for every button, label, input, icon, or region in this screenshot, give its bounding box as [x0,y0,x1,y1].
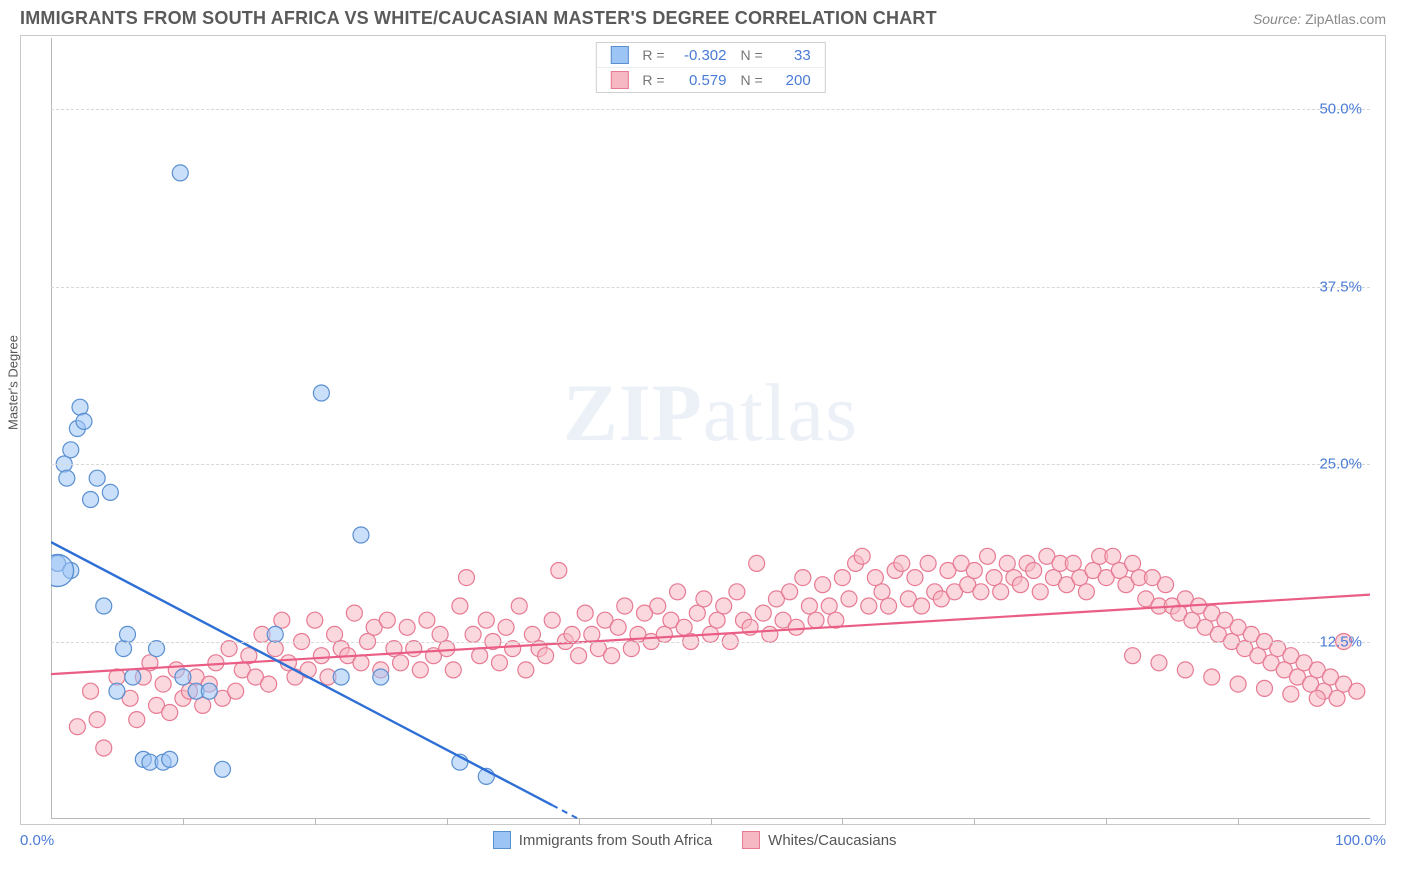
plot-area: ZIPatlas R = -0.302 N = 33 R = 0.579 N =… [51,38,1370,819]
source: Source: ZipAtlas.com [1253,11,1386,27]
series-b-name: Whites/Caucasians [768,832,896,849]
series-legend: Immigrants from South Africa Whites/Cauc… [493,831,897,849]
legend-row-b: R = 0.579 N = 200 [596,67,824,92]
n-value-a: 33 [773,47,811,64]
legend-row-a: R = -0.302 N = 33 [596,43,824,67]
watermark: ZIPatlas [563,366,858,460]
r-value-b: 0.579 [675,72,727,89]
n-label: N = [741,47,763,63]
n-value-b: 200 [773,72,811,89]
r-label: R = [642,72,664,88]
y-axis-label: Master's Degree [6,335,21,430]
y-axis [51,38,52,819]
series-a-name: Immigrants from South Africa [519,832,712,849]
correlation-legend: R = -0.302 N = 33 R = 0.579 N = 200 [595,42,825,93]
x-axis-min: 0.0% [20,832,54,849]
swatch-series-a-icon [493,831,511,849]
swatch-series-b-icon [742,831,760,849]
swatch-series-b [610,71,628,89]
r-value-a: -0.302 [675,47,727,64]
chart-title: IMMIGRANTS FROM SOUTH AFRICA VS WHITE/CA… [20,8,937,29]
bottom-bar: 0.0% Immigrants from South Africa Whites… [20,831,1386,849]
chart-container: Master's Degree ZIPatlas R = -0.302 N = … [20,35,1386,825]
y-tick-label: 37.5% [1319,278,1362,295]
chart-svg [51,38,1370,819]
source-value: ZipAtlas.com [1305,11,1386,27]
r-label: R = [642,47,664,63]
y-tick-label: 25.0% [1319,456,1362,473]
legend-item-a: Immigrants from South Africa [493,831,712,849]
y-tick-label: 50.0% [1319,101,1362,118]
n-label: N = [741,72,763,88]
swatch-series-a [610,46,628,64]
y-tick-label: 12.5% [1319,633,1362,650]
x-axis-max: 100.0% [1335,832,1386,849]
source-label: Source: [1253,11,1301,27]
legend-item-b: Whites/Caucasians [742,831,896,849]
